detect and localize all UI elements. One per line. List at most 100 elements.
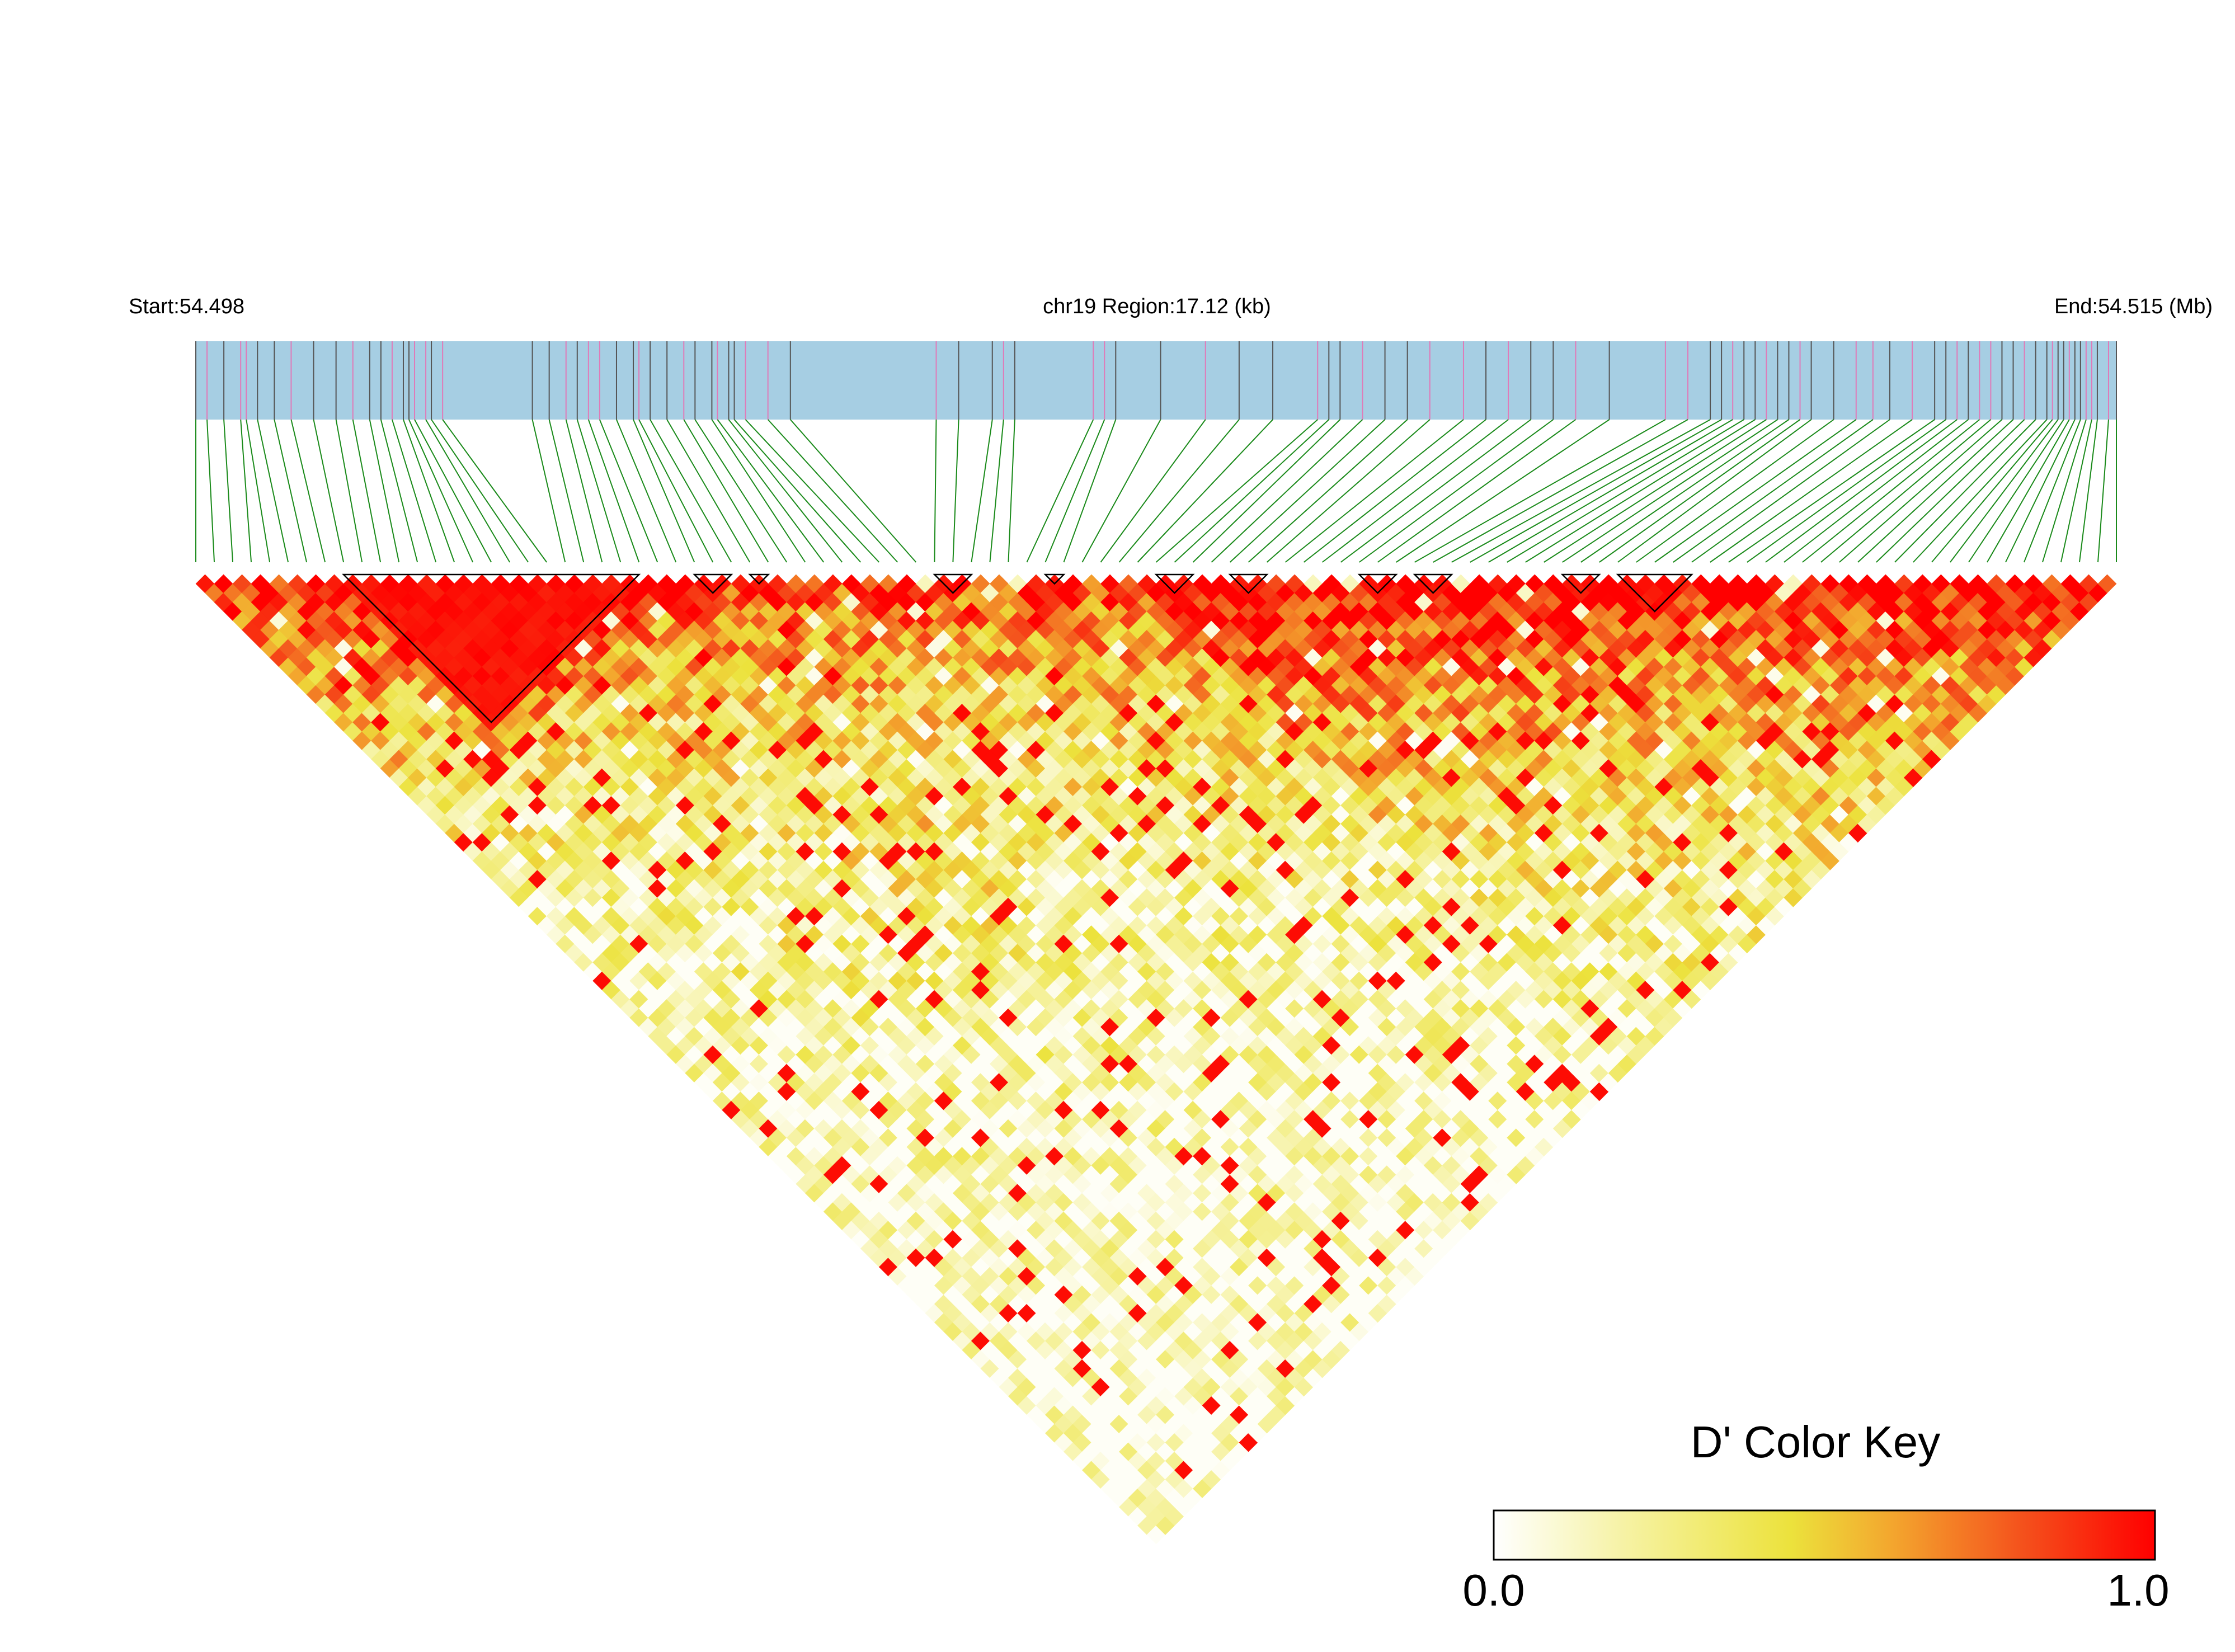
snp-tick-marks bbox=[195, 341, 2117, 420]
snp-connector bbox=[1137, 419, 1273, 563]
snp-connector bbox=[1765, 419, 1958, 563]
snp-connector bbox=[313, 419, 345, 563]
snp-connector bbox=[638, 419, 714, 563]
snp-connector bbox=[989, 419, 1004, 563]
snp-connector bbox=[1784, 419, 1969, 563]
snp-connector bbox=[1987, 419, 2070, 563]
snp-connector bbox=[633, 419, 695, 563]
snp-connector bbox=[352, 419, 382, 563]
snp-connector bbox=[1525, 419, 1756, 563]
snp-connector bbox=[1599, 419, 1801, 563]
snp-connector bbox=[2024, 419, 2081, 563]
snp-connector bbox=[1414, 419, 1666, 563]
snp-connector bbox=[733, 419, 862, 563]
snp-connector bbox=[650, 419, 732, 563]
snp-connector bbox=[1359, 419, 1554, 563]
snp-connector bbox=[274, 419, 308, 563]
snp-connector bbox=[1562, 419, 1778, 563]
snp-connector bbox=[1303, 419, 1486, 563]
snp-connector bbox=[1266, 419, 1431, 563]
snp-connector bbox=[1894, 419, 2036, 563]
snp-connector bbox=[223, 419, 234, 563]
region-end-label: End:54.515 (Mb) bbox=[2054, 295, 2213, 318]
snp-connector bbox=[408, 419, 474, 563]
snp-connector bbox=[683, 419, 769, 563]
snp-connector bbox=[1377, 419, 1577, 563]
snp-connector bbox=[934, 419, 937, 563]
snp-connector bbox=[1488, 419, 1733, 563]
snp-connector bbox=[240, 419, 252, 563]
snp-connector bbox=[728, 419, 843, 563]
snp-connector bbox=[717, 419, 825, 563]
snp-connector bbox=[745, 419, 880, 563]
snp-connector bbox=[1284, 419, 1464, 563]
snp-connector bbox=[1691, 419, 1890, 563]
snp-connector bbox=[666, 419, 751, 563]
snp-connector bbox=[565, 419, 603, 563]
snp-connector bbox=[971, 419, 993, 563]
snp-connector bbox=[694, 419, 788, 563]
snp-connector bbox=[548, 419, 585, 563]
snp-connector bbox=[616, 419, 677, 563]
snp-connector bbox=[1839, 419, 2003, 563]
snp-connector bbox=[246, 419, 271, 563]
region-start-label: Start:54.498 bbox=[129, 295, 244, 318]
snp-connector bbox=[1451, 419, 1711, 563]
snp-connector bbox=[1470, 419, 1722, 563]
snp-connector bbox=[403, 419, 455, 563]
snp-connector bbox=[1673, 419, 1874, 563]
snp-connector bbox=[2042, 419, 2087, 563]
snp-connector bbox=[1728, 419, 1935, 563]
snp-connector bbox=[1081, 419, 1161, 563]
snp-connector bbox=[767, 419, 898, 563]
snp-connector bbox=[531, 419, 566, 563]
snp-connector bbox=[1968, 419, 2064, 563]
snp-connector bbox=[1747, 419, 1946, 563]
snp-connector bbox=[1118, 419, 1240, 563]
snp-connector bbox=[1857, 419, 2014, 563]
snp-connector bbox=[1507, 419, 1744, 563]
snp-connector bbox=[1321, 419, 1509, 563]
snp-connector bbox=[380, 419, 418, 563]
gene-region-bar bbox=[196, 341, 2116, 420]
snp-connector bbox=[1950, 419, 2059, 563]
snp-connector bbox=[2060, 419, 2092, 563]
snp-connector bbox=[1063, 419, 1117, 563]
snp-connector bbox=[1802, 419, 1980, 563]
snp-connector bbox=[1008, 419, 1015, 563]
snp-connector bbox=[1174, 419, 1329, 563]
snp-connector bbox=[1248, 419, 1408, 563]
snp-connector bbox=[1433, 419, 1688, 563]
snp-connector bbox=[1636, 419, 1834, 563]
snp-connector-lines bbox=[195, 419, 2117, 563]
snp-connector bbox=[587, 419, 640, 563]
snp-connector bbox=[425, 419, 511, 563]
snp-connector bbox=[442, 419, 547, 563]
snp-connector bbox=[1580, 419, 1790, 563]
snp-connector bbox=[1544, 419, 1767, 563]
snp-connector bbox=[1044, 419, 1105, 563]
snp-connector bbox=[431, 419, 529, 563]
snp-connector bbox=[711, 419, 806, 563]
snp-connector bbox=[1211, 419, 1363, 563]
snp-connector bbox=[391, 419, 437, 563]
snp-connector bbox=[1229, 419, 1386, 563]
region-title: chr19 Region:17.12 (kb) bbox=[1043, 295, 1271, 318]
snp-connector bbox=[1913, 419, 2048, 563]
snp-connector bbox=[1654, 419, 1857, 563]
snp-connector bbox=[257, 419, 289, 563]
snp-connector bbox=[599, 419, 658, 563]
snp-connector bbox=[952, 419, 959, 563]
snp-connector bbox=[369, 419, 400, 563]
snp-connector bbox=[1876, 419, 2025, 563]
snp-connector bbox=[1026, 419, 1094, 563]
snp-connector bbox=[2097, 419, 2109, 563]
snp-connector bbox=[335, 419, 363, 563]
snp-connector bbox=[1155, 419, 1318, 563]
snp-connector bbox=[1931, 419, 2053, 563]
snp-connector bbox=[1340, 419, 1531, 563]
snp-connector bbox=[2005, 419, 2076, 563]
snp-connector bbox=[1100, 419, 1206, 563]
snp-connector bbox=[576, 419, 622, 563]
